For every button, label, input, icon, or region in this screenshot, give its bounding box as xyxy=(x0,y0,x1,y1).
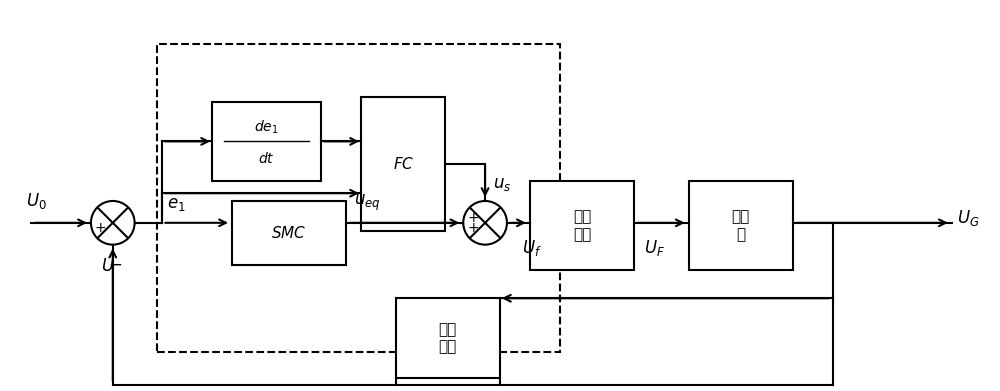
Text: $u_{eq}$: $u_{eq}$ xyxy=(354,193,381,213)
Text: $SMC$: $SMC$ xyxy=(271,225,307,241)
Text: $U$: $U$ xyxy=(101,256,115,274)
Bar xyxy=(232,201,346,265)
Text: $u_s$: $u_s$ xyxy=(493,175,511,193)
Bar xyxy=(530,181,634,271)
Text: $dt$: $dt$ xyxy=(258,151,275,166)
Text: $e_1$: $e_1$ xyxy=(167,195,186,213)
Text: $FC$: $FC$ xyxy=(393,156,414,172)
Text: $U_f$: $U_f$ xyxy=(522,238,542,258)
Bar xyxy=(689,181,793,271)
Text: +: + xyxy=(467,211,479,225)
Text: 电压
测量: 电压 测量 xyxy=(439,322,457,354)
Text: $de_1$: $de_1$ xyxy=(254,118,279,136)
Text: 发电
机: 发电 机 xyxy=(732,210,750,242)
Text: $U_G$: $U_G$ xyxy=(957,208,979,228)
Text: $-$: $-$ xyxy=(108,255,122,273)
Text: 功率
放大: 功率 放大 xyxy=(573,210,591,242)
Bar xyxy=(212,102,321,181)
Text: +: + xyxy=(467,221,479,235)
Text: $U_F$: $U_F$ xyxy=(644,238,665,258)
Bar xyxy=(157,44,560,352)
Bar xyxy=(361,97,445,231)
Bar xyxy=(396,298,500,378)
Text: +: + xyxy=(95,221,107,235)
Text: $U_0$: $U_0$ xyxy=(26,191,47,211)
